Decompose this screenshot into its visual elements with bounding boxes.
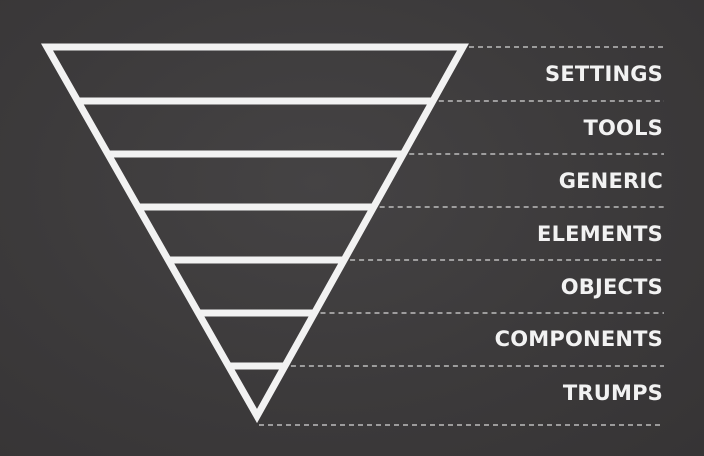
layer-label-settings: SETTINGS bbox=[545, 62, 663, 86]
layer-label-tools: TOOLS bbox=[583, 116, 663, 140]
layer-label-elements: ELEMENTS bbox=[537, 222, 663, 246]
leader-lines bbox=[259, 46, 664, 426]
layer-labels: SETTINGS TOOLS GENERIC ELEMENTS OBJECTS … bbox=[495, 62, 663, 405]
triangle-outline bbox=[40, 43, 469, 424]
layer-label-generic: GENERIC bbox=[559, 169, 663, 193]
layer-dividers bbox=[77, 97, 433, 370]
layer-label-components: COMPONENTS bbox=[495, 327, 663, 351]
layer-label-trumps: TRUMPS bbox=[563, 381, 663, 405]
layer-label-objects: OBJECTS bbox=[561, 275, 663, 299]
